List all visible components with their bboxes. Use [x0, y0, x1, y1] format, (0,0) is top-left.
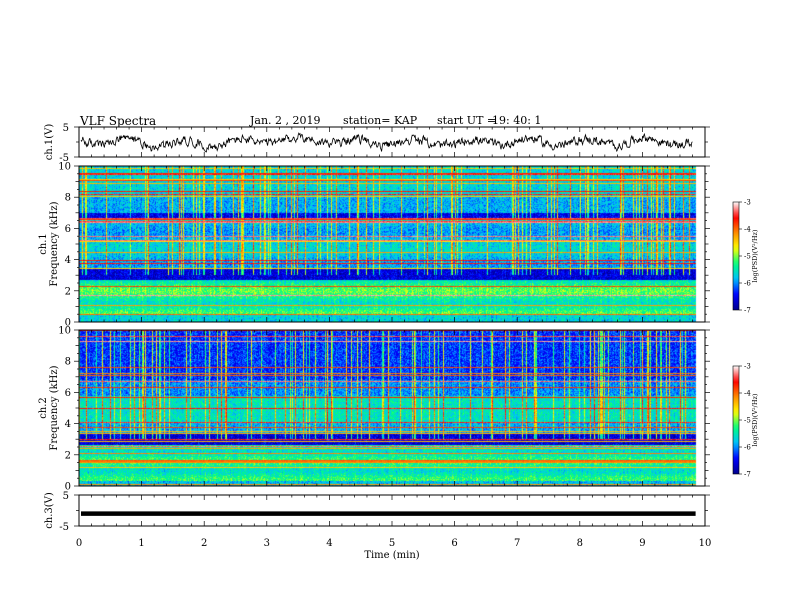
ch1-spectrogram-ytick-label: 4: [65, 255, 71, 266]
ch2-spectrogram-ytick-label: 10: [58, 326, 71, 337]
ch2-colorbar-tick-label: -3: [744, 363, 751, 371]
x-tick-label: 7: [514, 538, 520, 549]
ch1-colorbar-tick-label: -5: [744, 253, 751, 261]
ch2-colorbar-tick-label: -7: [744, 471, 751, 479]
x-tick-label: 2: [201, 538, 207, 549]
ch3-ytick-label: -5: [59, 522, 69, 533]
ch1-colorbar-tick-label: -7: [744, 307, 751, 315]
ch1-colorbar-label: log(PSD)(V²/Hz): [751, 229, 759, 282]
ch2-colorbar-tick-label: -6: [744, 444, 751, 452]
x-axis-label: Time (min): [364, 550, 419, 561]
start-ut-time: 19: 40: 1: [492, 114, 542, 127]
ch2-spectrogram-ytick-label: 0: [65, 482, 71, 493]
ch2-spectrogram-image: [79, 330, 705, 486]
x-tick-label: 3: [264, 538, 270, 549]
station-label: station= KAP: [343, 114, 418, 127]
ch1-spectrogram-ytick-label: 8: [65, 193, 71, 204]
start-ut-label: start UT =: [437, 114, 497, 127]
date-label: Jan. 2 , 2019: [250, 114, 321, 127]
ch2-spectrogram-ytick-label: 4: [65, 419, 71, 430]
ch3-ytick-label: 5: [63, 491, 69, 502]
ch3-axis-label: ch.3(V): [44, 492, 55, 529]
ch2-spectrogram-raster: [79, 330, 705, 486]
ch1-axis-label: ch.1(V): [44, 124, 55, 161]
x-tick-label: 9: [639, 538, 645, 549]
x-tick-label: 4: [326, 538, 332, 549]
ch1-ytick-label: -5: [59, 153, 69, 164]
ch1-spectrogram-raster: [79, 166, 705, 322]
ch1-colorbar-tick-label: -3: [744, 199, 751, 207]
ch1-channel-label: ch.1: [38, 233, 49, 255]
ch1-spectrogram-ytick-label: 6: [65, 224, 71, 235]
ch2-colorbar: [732, 365, 740, 475]
ch1-frequency-label: Frequency (kHz): [49, 201, 60, 286]
figure-title: VLF Spectra: [80, 114, 157, 128]
ch1-colorbar: [732, 201, 740, 311]
x-tick-label: 6: [451, 538, 457, 549]
ch1-colorbar-tick-label: -6: [744, 280, 751, 288]
ch1-spectrogram-image: [79, 166, 705, 322]
x-tick-label: 8: [577, 538, 583, 549]
ch2-spectrogram-ytick-label: 2: [65, 450, 71, 461]
ch1-spectrogram-ytick-label: 0: [65, 318, 71, 329]
ch1-colorbar-tick-label: -4: [744, 226, 751, 234]
ch1-ytick-label: 5: [63, 123, 69, 134]
x-tick-label: 10: [699, 538, 712, 549]
ch1-trace: [80, 132, 693, 153]
ch1-spectrogram-ytick-label: 2: [65, 286, 71, 297]
x-tick-label: 1: [138, 538, 144, 549]
ch2-colorbar-tick-label: -4: [744, 390, 751, 398]
ch2-frequency-label: Frequency (kHz): [49, 365, 60, 450]
ch2-colorbar-label: log(PSD)(V²/Hz): [751, 393, 759, 446]
x-tick-label: 5: [389, 538, 395, 549]
ch2-spectrogram-ytick-label: 6: [65, 388, 71, 399]
ch2-colorbar-tick-label: -5: [744, 417, 751, 425]
ch2-channel-label: ch.2: [38, 397, 49, 419]
ch1-spectrogram-ytick-label: 10: [58, 162, 71, 173]
ch2-spectrogram-ytick-label: 8: [65, 357, 71, 368]
x-tick-label: 0: [76, 538, 82, 549]
